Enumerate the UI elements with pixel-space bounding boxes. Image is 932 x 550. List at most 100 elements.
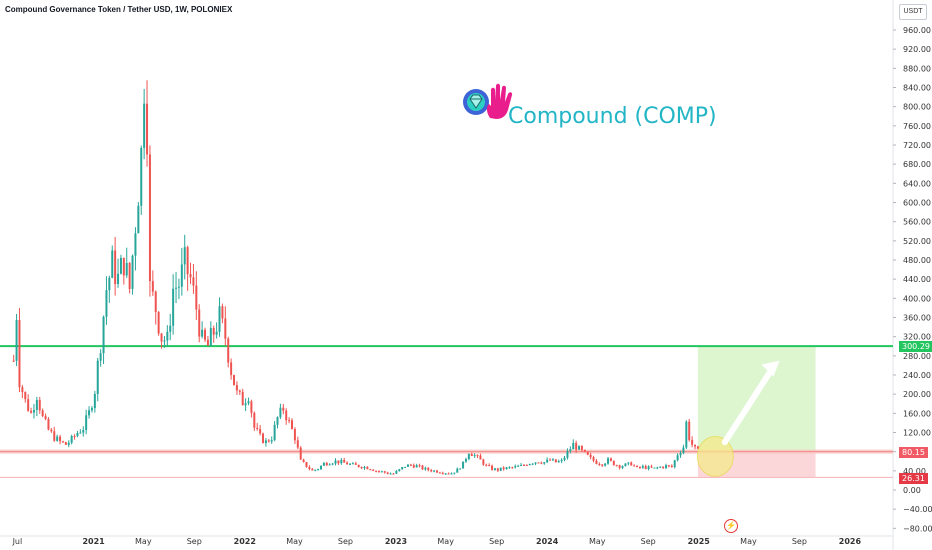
lightning-icon[interactable]: ⚡ <box>724 519 738 533</box>
candle-body <box>128 262 131 289</box>
y-tick-label: 440.00 <box>903 275 931 284</box>
candle-body <box>491 465 494 471</box>
candle-body <box>325 462 328 466</box>
candle-body <box>447 473 450 475</box>
y-tick-label: 320.00 <box>903 333 931 342</box>
candle-body <box>563 457 566 460</box>
candle-body <box>70 436 73 443</box>
candle-body <box>505 467 508 470</box>
candle-body <box>607 458 610 464</box>
candle-body <box>131 255 134 289</box>
y-tick-label: 40.00 <box>903 467 926 476</box>
y-tick-label: 280.00 <box>903 352 931 361</box>
candle-body <box>575 442 578 450</box>
candle-body <box>117 273 120 285</box>
x-tick-label: 2023 <box>385 537 407 546</box>
candle-body <box>140 147 143 206</box>
candle-body <box>366 466 369 470</box>
candle-body <box>79 432 82 434</box>
candle-body <box>430 470 433 472</box>
candle-body <box>444 473 447 475</box>
candle-body <box>73 436 76 438</box>
candle-body <box>108 277 111 291</box>
candle-body <box>476 455 479 457</box>
candle-body <box>670 465 673 467</box>
candle-body <box>221 306 224 319</box>
candle-body <box>262 433 265 444</box>
candle-body <box>395 470 398 474</box>
x-tick-label: 2021 <box>82 537 105 546</box>
candle-body <box>360 467 363 469</box>
candle-body <box>102 316 105 354</box>
candle-body <box>551 459 554 461</box>
candle-body <box>412 465 415 468</box>
candle-body <box>560 459 563 462</box>
candle-body <box>114 250 117 285</box>
candle-body <box>282 407 285 411</box>
candle-body <box>154 291 157 313</box>
candle-body <box>143 103 146 148</box>
candle-body <box>401 467 404 470</box>
candle-body <box>288 420 291 422</box>
candle-body <box>543 462 546 464</box>
candle-body <box>676 455 679 461</box>
candle-body <box>82 429 85 433</box>
candle-body <box>592 457 595 461</box>
candle-body <box>377 471 380 473</box>
candle-body <box>673 460 676 467</box>
candle-body <box>685 421 688 448</box>
candle-body <box>612 460 615 466</box>
candle-body <box>659 466 662 468</box>
y-tick-label: 520.00 <box>903 237 931 246</box>
candle-body <box>450 473 453 475</box>
candle-body <box>233 374 236 386</box>
candle-body <box>633 465 636 467</box>
candle-body <box>299 447 302 460</box>
diamond-icon <box>463 89 489 115</box>
candle-body <box>50 429 53 432</box>
resistance-price-label: 300.29 <box>899 341 932 352</box>
y-tick-label: 240.00 <box>903 371 931 380</box>
candle-body <box>218 306 221 332</box>
candle-body <box>688 421 691 441</box>
candle-body <box>514 466 517 468</box>
candle-body <box>691 440 694 445</box>
candle-body <box>270 440 273 442</box>
currency-selector[interactable]: USDT <box>899 4 927 20</box>
candle-body <box>230 362 233 375</box>
candle-body <box>653 467 656 469</box>
x-tick-label: 2022 <box>234 537 256 546</box>
candle-body <box>604 463 607 466</box>
candle-body <box>337 460 340 464</box>
candle-body <box>595 460 598 465</box>
candle-body <box>256 427 259 429</box>
candle-body <box>618 465 621 468</box>
candle-body <box>189 274 192 278</box>
current-price-label: 80.15 <box>899 447 928 458</box>
candle-body <box>682 447 685 454</box>
target-arrow <box>721 363 777 446</box>
entry-highlight-circle <box>696 435 734 477</box>
x-tick-label: 2024 <box>536 537 559 546</box>
candle-body <box>650 466 653 468</box>
candle-body <box>462 461 465 469</box>
chart-title: Compound Governance Token / Tether USD, … <box>5 5 233 14</box>
candle-body <box>427 467 430 471</box>
candle-body <box>363 466 366 469</box>
candle-body <box>322 462 325 466</box>
logo-mark <box>463 83 513 119</box>
candle-body <box>433 470 436 472</box>
candle-body <box>601 464 604 466</box>
candle-body <box>227 338 230 363</box>
x-tick-label: Jul <box>12 537 23 546</box>
candle-body <box>522 464 525 466</box>
candle-body <box>276 417 279 425</box>
candle-body <box>250 401 253 413</box>
candle-body <box>235 385 238 391</box>
candle-body <box>160 333 163 342</box>
candle-body <box>580 446 583 450</box>
candle-body <box>578 446 581 450</box>
candle-body <box>328 464 331 466</box>
candle-body <box>406 464 409 467</box>
